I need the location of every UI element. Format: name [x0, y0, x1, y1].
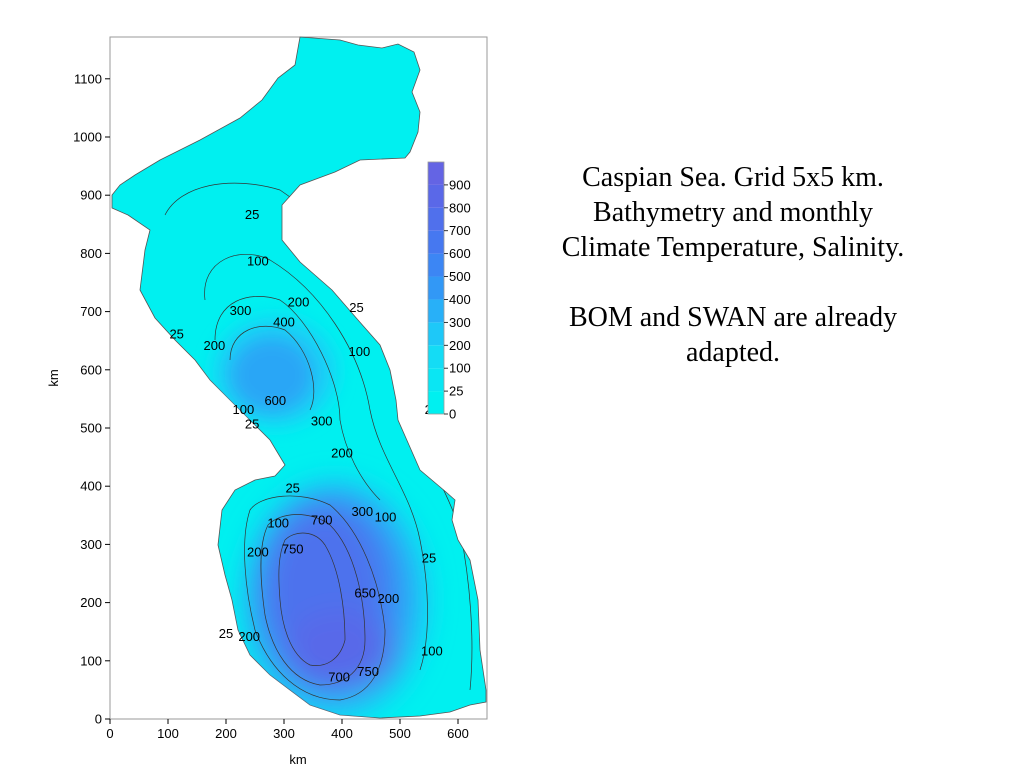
- colorbar-label: 400: [449, 292, 471, 307]
- caption-line-1: Caspian Sea. Grid 5x5 km.: [582, 162, 884, 193]
- colorbar-swatch: [428, 253, 444, 277]
- y-tick-label: 600: [80, 362, 102, 377]
- contour-label: 750: [357, 664, 379, 679]
- contour-label: 300: [311, 414, 333, 429]
- contour-label: 200: [331, 446, 353, 461]
- contour-label: 100: [233, 402, 255, 417]
- colorbar-label: 25: [449, 384, 463, 399]
- x-tick-label: 400: [331, 726, 353, 741]
- contour-label: 100: [421, 644, 443, 659]
- colorbar-swatch: [428, 162, 444, 185]
- caption-line-5: adapted.: [685, 337, 781, 368]
- colorbar-label: 100: [449, 361, 471, 376]
- contour-label: 25: [245, 207, 259, 222]
- colorbar-label: 800: [449, 200, 471, 215]
- colorbar-label: 300: [449, 315, 471, 330]
- x-axis-title: km: [289, 752, 306, 767]
- contour-label: 700: [311, 513, 333, 528]
- contour-labels: 2510020025300400252001006003001002525200…: [169, 207, 442, 685]
- colorbar-swatch: [428, 345, 444, 369]
- colorbar-label: 700: [449, 223, 471, 238]
- y-tick-label: 500: [80, 421, 102, 436]
- contour-label: 700: [328, 670, 350, 685]
- x-axis: 0 100 200 300 400 500 600: [106, 719, 469, 741]
- contour-label: 25: [245, 417, 259, 432]
- x-tick-label: 0: [106, 726, 113, 741]
- sea-map: [111, 36, 487, 719]
- colorbar-swatch: [428, 299, 444, 323]
- colorbar-swatch: [428, 368, 444, 392]
- colorbar-frame: [427, 161, 445, 415]
- x-tick-label: 600: [447, 726, 469, 741]
- y-tick-label: 400: [80, 479, 102, 494]
- colorbar-swatch: [428, 184, 444, 208]
- deep-water-southern-basin: [243, 482, 427, 718]
- caption-line-4: BOM and SWAN are already: [568, 302, 898, 333]
- y-tick-label: 200: [80, 595, 102, 610]
- contour-label: 200: [247, 545, 269, 560]
- y-tick-label: 0: [95, 712, 102, 727]
- contour-label: 25: [422, 550, 436, 565]
- deep-water-middle-basin: [213, 317, 337, 427]
- caption-line-3: Climate Temperature, Salinity.: [561, 232, 905, 263]
- colorbar-swatch: [428, 230, 444, 254]
- contour-label: 100: [375, 510, 397, 525]
- contour-label: 650: [354, 585, 376, 600]
- y-axis-title: km: [46, 369, 61, 386]
- colorbar-swatch: [428, 322, 444, 346]
- colorbar-label: 500: [449, 269, 471, 284]
- contour-label: 100: [349, 344, 371, 359]
- y-tick-label: 900: [80, 188, 102, 203]
- colorbar-label: 600: [449, 246, 471, 261]
- contour-label: 25: [349, 300, 363, 315]
- contour-label: 750: [282, 542, 304, 557]
- y-tick-label: 300: [80, 537, 102, 552]
- colorbar-label: 0: [449, 407, 456, 422]
- x-tick-label: 200: [215, 726, 237, 741]
- colorbar-label: 900: [449, 177, 471, 192]
- contour-label: 300: [351, 504, 373, 519]
- colorbar-swatch: [428, 207, 444, 231]
- colorbar-swatch: [428, 391, 444, 414]
- contour-label: 400: [273, 315, 295, 330]
- contour-label: 25: [169, 326, 183, 341]
- contour-label: 200: [288, 294, 310, 309]
- contour-label: 25: [219, 626, 233, 641]
- x-tick-label: 300: [273, 726, 295, 741]
- contour-label: 25: [285, 481, 299, 496]
- y-tick-label: 1000: [73, 130, 102, 145]
- slide-caption: Caspian Sea. Grid 5x5 km. Bathymetry and…: [508, 160, 958, 370]
- contour-label: 100: [247, 254, 269, 269]
- caption-line-2: Bathymetry and monthly: [593, 197, 873, 228]
- colorbar-swatch: [428, 276, 444, 300]
- y-tick-label: 100: [80, 653, 102, 668]
- contour-label: 200: [378, 591, 400, 606]
- contour-label: 200: [238, 629, 260, 644]
- y-tick-label: 800: [80, 246, 102, 261]
- contour-label: 100: [267, 515, 289, 530]
- depth-colorbar-legend: 0 25 100 200 300 400 500 600 700 800 900: [427, 161, 471, 422]
- contour-label: 200: [204, 338, 226, 353]
- y-axis: 0 100 200 300 400 500 600 700 800 900 1000 1100: [73, 71, 110, 727]
- x-tick-label: 500: [389, 726, 411, 741]
- colorbar-label: 200: [449, 338, 471, 353]
- x-tick-label: 100: [157, 726, 179, 741]
- y-tick-label: 1100: [74, 71, 102, 86]
- y-tick-label: 700: [80, 304, 102, 319]
- contour-label: 300: [230, 303, 252, 318]
- contour-label: 600: [264, 393, 286, 408]
